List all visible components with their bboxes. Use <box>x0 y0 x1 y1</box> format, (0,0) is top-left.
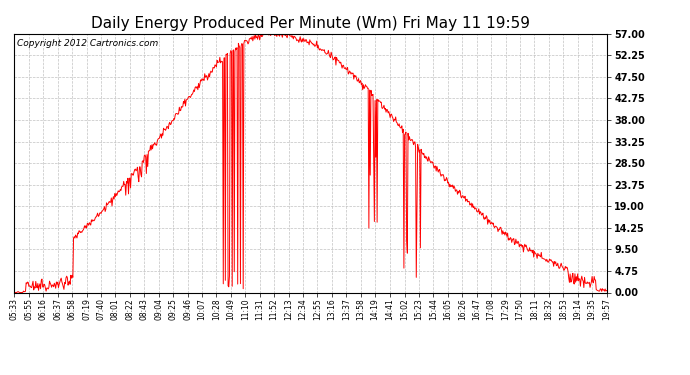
Text: Copyright 2012 Cartronics.com: Copyright 2012 Cartronics.com <box>17 39 158 48</box>
Title: Daily Energy Produced Per Minute (Wm) Fri May 11 19:59: Daily Energy Produced Per Minute (Wm) Fr… <box>91 16 530 31</box>
